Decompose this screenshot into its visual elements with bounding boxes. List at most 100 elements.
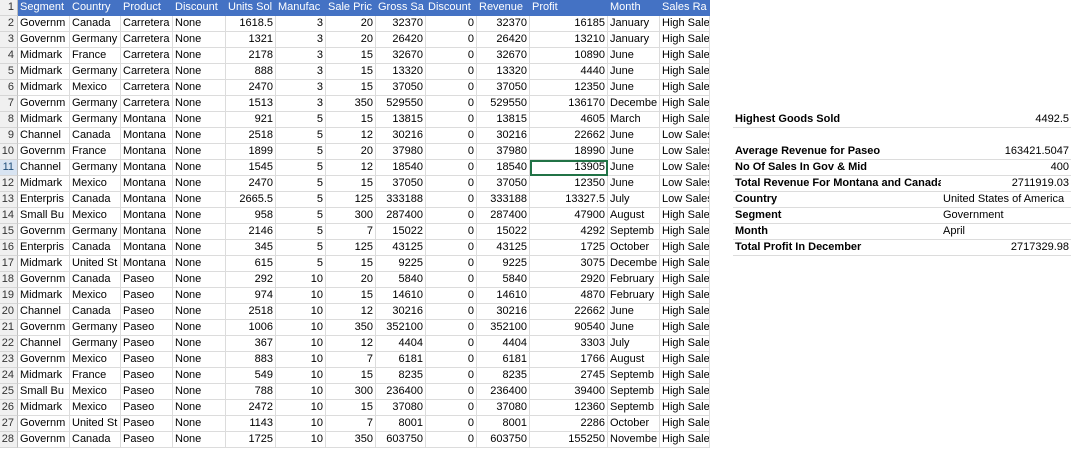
cell-profit[interactable]: 16185 [530, 16, 608, 32]
summary-label[interactable]: Month [733, 224, 941, 240]
row-header[interactable]: 3 [0, 32, 18, 48]
cell-discounts[interactable]: 0 [426, 112, 477, 128]
cell-product[interactable]: Montana [121, 224, 173, 240]
cell-sales-rating[interactable]: High Sales [660, 112, 710, 128]
column-header-profit[interactable]: Profit [530, 0, 608, 16]
cell-sales-rating[interactable]: Low Sales [660, 176, 710, 192]
cell-profit[interactable]: 12350 [530, 176, 608, 192]
summary-value[interactable]: 2717329.98 [941, 240, 1071, 256]
cell-gross-sales[interactable]: 37980 [376, 144, 426, 160]
cell-sale-price[interactable]: 350 [326, 96, 376, 112]
cell-product[interactable]: Montana [121, 208, 173, 224]
cell-gross-sales[interactable]: 9225 [376, 256, 426, 272]
cell-profit[interactable]: 4870 [530, 288, 608, 304]
summary-value[interactable]: United States of America [941, 192, 1071, 208]
cell-discount-band[interactable]: None [173, 48, 226, 64]
cell-discount-band[interactable]: None [173, 192, 226, 208]
cell-units-sold[interactable]: 1725 [226, 432, 276, 448]
cell-country[interactable]: Canada [70, 128, 121, 144]
summary-label[interactable]: Total Revenue For Montana and Canada [733, 176, 941, 192]
cell-sale-price[interactable]: 350 [326, 320, 376, 336]
row-header[interactable]: 10 [0, 144, 18, 160]
cell-sales-rating[interactable]: High Sales [660, 256, 710, 272]
cell-segment[interactable]: Channel [18, 128, 70, 144]
cell-revenue[interactable]: 13815 [477, 112, 530, 128]
cell-discount-band[interactable]: None [173, 320, 226, 336]
row-header[interactable]: 1 [0, 0, 18, 16]
cell-revenue[interactable]: 26420 [477, 32, 530, 48]
cell-product[interactable]: Paseo [121, 304, 173, 320]
summary-value[interactable]: 4492.5 [941, 112, 1071, 128]
cell-month[interactable]: August [608, 208, 660, 224]
cell-profit[interactable]: 18990 [530, 144, 608, 160]
cell-segment[interactable]: Channel [18, 336, 70, 352]
cell-sale-price[interactable]: 20 [326, 272, 376, 288]
cell-discount-band[interactable]: None [173, 144, 226, 160]
cell-revenue[interactable]: 43125 [477, 240, 530, 256]
cell-segment[interactable]: Governm [18, 144, 70, 160]
cell-sale-price[interactable]: 7 [326, 352, 376, 368]
cell-units-sold[interactable]: 958 [226, 208, 276, 224]
cell-country[interactable]: Mexico [70, 288, 121, 304]
cell-discounts[interactable]: 0 [426, 432, 477, 448]
cell-product[interactable]: Paseo [121, 288, 173, 304]
cell-sales-rating[interactable]: High Sales [660, 272, 710, 288]
cell-segment[interactable]: Governm [18, 352, 70, 368]
column-header-product[interactable]: Product [121, 0, 173, 16]
cell-sale-price[interactable]: 12 [326, 160, 376, 176]
cell-units-sold[interactable]: 615 [226, 256, 276, 272]
cell-discount-band[interactable]: None [173, 400, 226, 416]
cell-product[interactable]: Montana [121, 240, 173, 256]
cell-month[interactable]: February [608, 272, 660, 288]
cell-units-sold[interactable]: 1006 [226, 320, 276, 336]
cell-discount-band[interactable]: None [173, 160, 226, 176]
cell-gross-sales[interactable]: 236400 [376, 384, 426, 400]
row-header[interactable]: 26 [0, 400, 18, 416]
cell-gross-sales[interactable]: 4404 [376, 336, 426, 352]
row-header[interactable]: 16 [0, 240, 18, 256]
cell-manufacturing-price[interactable]: 5 [276, 240, 326, 256]
cell-sale-price[interactable]: 125 [326, 240, 376, 256]
cell-segment[interactable]: Midmark [18, 48, 70, 64]
cell-sales-rating[interactable]: High Sales [660, 240, 710, 256]
cell-sale-price[interactable]: 12 [326, 336, 376, 352]
row-header[interactable]: 12 [0, 176, 18, 192]
summary-value[interactable]: 163421.5047 [941, 144, 1071, 160]
cell-profit[interactable]: 2286 [530, 416, 608, 432]
summary-label[interactable]: Country [733, 192, 941, 208]
cell-month[interactable]: Novembe [608, 432, 660, 448]
cell-profit[interactable]: 1725 [530, 240, 608, 256]
cell-manufacturing-price[interactable]: 3 [276, 64, 326, 80]
cell-manufacturing-price[interactable]: 5 [276, 176, 326, 192]
cell-profit[interactable]: 4605 [530, 112, 608, 128]
cell-discount-band[interactable]: None [173, 336, 226, 352]
cell-discount-band[interactable]: None [173, 272, 226, 288]
cell-gross-sales[interactable]: 18540 [376, 160, 426, 176]
cell-gross-sales[interactable]: 352100 [376, 320, 426, 336]
cell-sales-rating[interactable]: High Sales [660, 320, 710, 336]
cell-revenue[interactable]: 333188 [477, 192, 530, 208]
cell-revenue[interactable]: 13320 [477, 64, 530, 80]
cell-gross-sales[interactable]: 13320 [376, 64, 426, 80]
cell-sales-rating[interactable]: High Sales [660, 304, 710, 320]
cell-product[interactable]: Montana [121, 128, 173, 144]
cell-manufacturing-price[interactable]: 10 [276, 368, 326, 384]
cell-country[interactable]: Germany [70, 336, 121, 352]
row-header[interactable]: 4 [0, 48, 18, 64]
cell-segment[interactable]: Governm [18, 32, 70, 48]
cell-gross-sales[interactable]: 287400 [376, 208, 426, 224]
row-header[interactable]: 9 [0, 128, 18, 144]
row-header[interactable]: 6 [0, 80, 18, 96]
cell-gross-sales[interactable]: 37050 [376, 176, 426, 192]
cell-discounts[interactable]: 0 [426, 384, 477, 400]
cell-units-sold[interactable]: 2518 [226, 304, 276, 320]
column-header-gross-sales[interactable]: Gross Sa [376, 0, 426, 16]
cell-country[interactable]: United St [70, 416, 121, 432]
cell-month[interactable]: October [608, 416, 660, 432]
cell-manufacturing-price[interactable]: 3 [276, 32, 326, 48]
cell-discounts[interactable]: 0 [426, 192, 477, 208]
cell-country[interactable]: Canada [70, 16, 121, 32]
cell-segment[interactable]: Enterpris [18, 192, 70, 208]
row-header[interactable]: 7 [0, 96, 18, 112]
cell-country[interactable]: Mexico [70, 400, 121, 416]
